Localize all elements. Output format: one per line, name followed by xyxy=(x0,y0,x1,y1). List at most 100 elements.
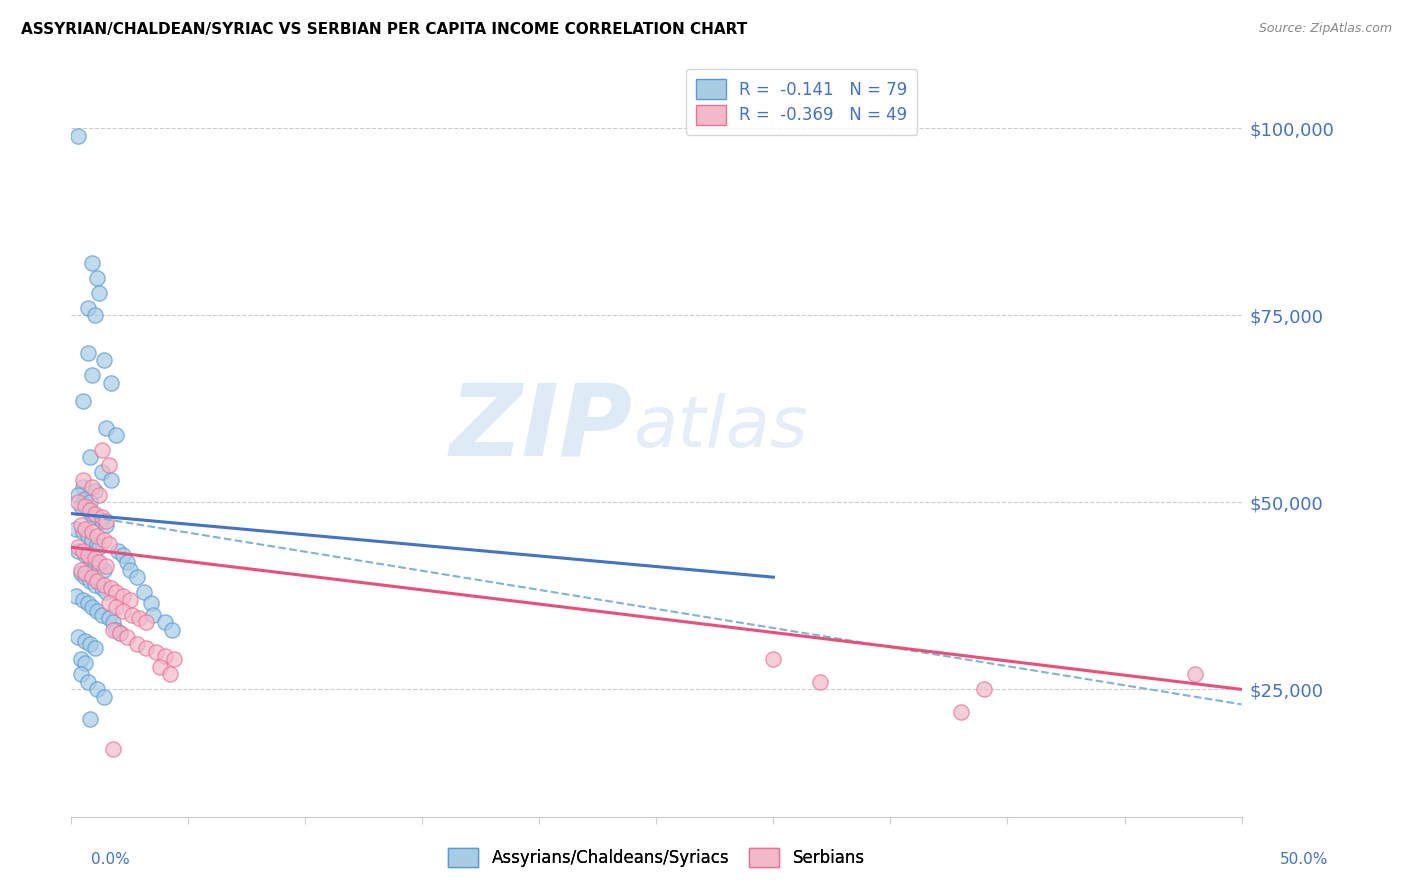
Point xyxy=(145,645,167,659)
Point xyxy=(76,548,98,562)
Point xyxy=(97,536,120,550)
Point xyxy=(93,577,115,591)
Point xyxy=(96,558,118,573)
Point xyxy=(67,128,90,143)
Point xyxy=(118,563,141,577)
Text: 50.0%: 50.0% xyxy=(1281,852,1329,867)
Point xyxy=(97,611,120,625)
Point xyxy=(83,577,105,591)
Point xyxy=(121,607,143,622)
Point xyxy=(86,510,108,524)
Point xyxy=(75,499,97,513)
Point xyxy=(86,604,108,618)
Point xyxy=(79,574,101,588)
Point xyxy=(79,450,101,465)
Point xyxy=(89,285,111,300)
Point xyxy=(89,555,111,569)
Point xyxy=(90,442,112,457)
Point xyxy=(83,309,105,323)
Point xyxy=(75,548,97,562)
Text: 0.0%: 0.0% xyxy=(91,852,131,867)
Point xyxy=(86,682,108,697)
Point xyxy=(76,301,98,315)
Point xyxy=(67,488,90,502)
Point xyxy=(111,589,134,603)
Point xyxy=(86,536,108,550)
Point xyxy=(83,484,105,499)
Point xyxy=(82,525,104,540)
Point xyxy=(79,503,101,517)
Point xyxy=(69,563,91,577)
Point xyxy=(75,656,97,670)
Point xyxy=(118,592,141,607)
Point xyxy=(96,514,118,528)
Point xyxy=(72,394,94,409)
Point xyxy=(93,563,115,577)
Point xyxy=(75,491,97,506)
Point xyxy=(762,652,785,666)
Point xyxy=(82,368,104,383)
Point xyxy=(97,458,120,472)
Point xyxy=(125,570,148,584)
Point xyxy=(90,514,112,528)
Point xyxy=(96,585,118,599)
Point xyxy=(79,495,101,509)
Point xyxy=(76,345,98,359)
Point xyxy=(107,544,129,558)
Point xyxy=(89,541,111,555)
Point xyxy=(110,626,132,640)
Point xyxy=(76,529,98,543)
Point xyxy=(83,507,105,521)
Point xyxy=(93,533,115,547)
Point xyxy=(67,544,90,558)
Point xyxy=(83,551,105,566)
Text: atlas: atlas xyxy=(633,393,807,462)
Point xyxy=(1184,667,1206,681)
Point xyxy=(83,555,105,569)
Point xyxy=(72,525,94,540)
Point xyxy=(111,604,134,618)
Point xyxy=(69,652,91,666)
Point xyxy=(142,607,165,622)
Point xyxy=(117,555,139,569)
Point xyxy=(104,428,127,442)
Point xyxy=(72,480,94,494)
Point xyxy=(160,623,183,637)
Text: ASSYRIAN/CHALDEAN/SYRIAC VS SERBIAN PER CAPITA INCOME CORRELATION CHART: ASSYRIAN/CHALDEAN/SYRIAC VS SERBIAN PER … xyxy=(21,22,748,37)
Point xyxy=(135,641,157,656)
Point xyxy=(82,600,104,615)
Point xyxy=(69,667,91,681)
Point xyxy=(93,690,115,704)
Point xyxy=(82,507,104,521)
Point xyxy=(125,638,148,652)
Point xyxy=(132,585,155,599)
Point xyxy=(90,510,112,524)
Point xyxy=(949,705,972,719)
Point xyxy=(104,623,127,637)
Point xyxy=(82,256,104,270)
Point xyxy=(82,480,104,494)
Point xyxy=(82,533,104,547)
Point xyxy=(96,517,118,532)
Point xyxy=(76,596,98,610)
Point xyxy=(100,473,122,487)
Point xyxy=(808,674,831,689)
Point xyxy=(153,615,176,629)
Point xyxy=(90,582,112,596)
Point xyxy=(75,633,97,648)
Point xyxy=(103,742,125,756)
Point xyxy=(65,589,87,603)
Point xyxy=(153,648,176,663)
Point xyxy=(135,615,157,629)
Point xyxy=(103,615,125,629)
Point xyxy=(83,641,105,656)
Point xyxy=(69,499,91,513)
Point xyxy=(973,682,995,697)
Legend: Assyrians/Chaldeans/Syriacs, Serbians: Assyrians/Chaldeans/Syriacs, Serbians xyxy=(440,839,873,876)
Point xyxy=(76,674,98,689)
Point xyxy=(75,522,97,536)
Point xyxy=(159,667,181,681)
Point xyxy=(104,585,127,599)
Point xyxy=(76,503,98,517)
Point xyxy=(90,466,112,480)
